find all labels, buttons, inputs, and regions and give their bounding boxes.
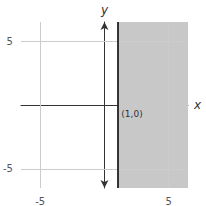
svg-text:-5: -5 — [35, 196, 45, 206]
svg-text:5: 5 — [7, 36, 13, 47]
svg-text:x: x — [193, 98, 202, 112]
svg-text:-5: -5 — [3, 163, 13, 174]
svg-text:(1,0): (1,0) — [121, 109, 142, 119]
svg-text:y: y — [100, 3, 109, 17]
svg-text:5: 5 — [166, 196, 172, 206]
